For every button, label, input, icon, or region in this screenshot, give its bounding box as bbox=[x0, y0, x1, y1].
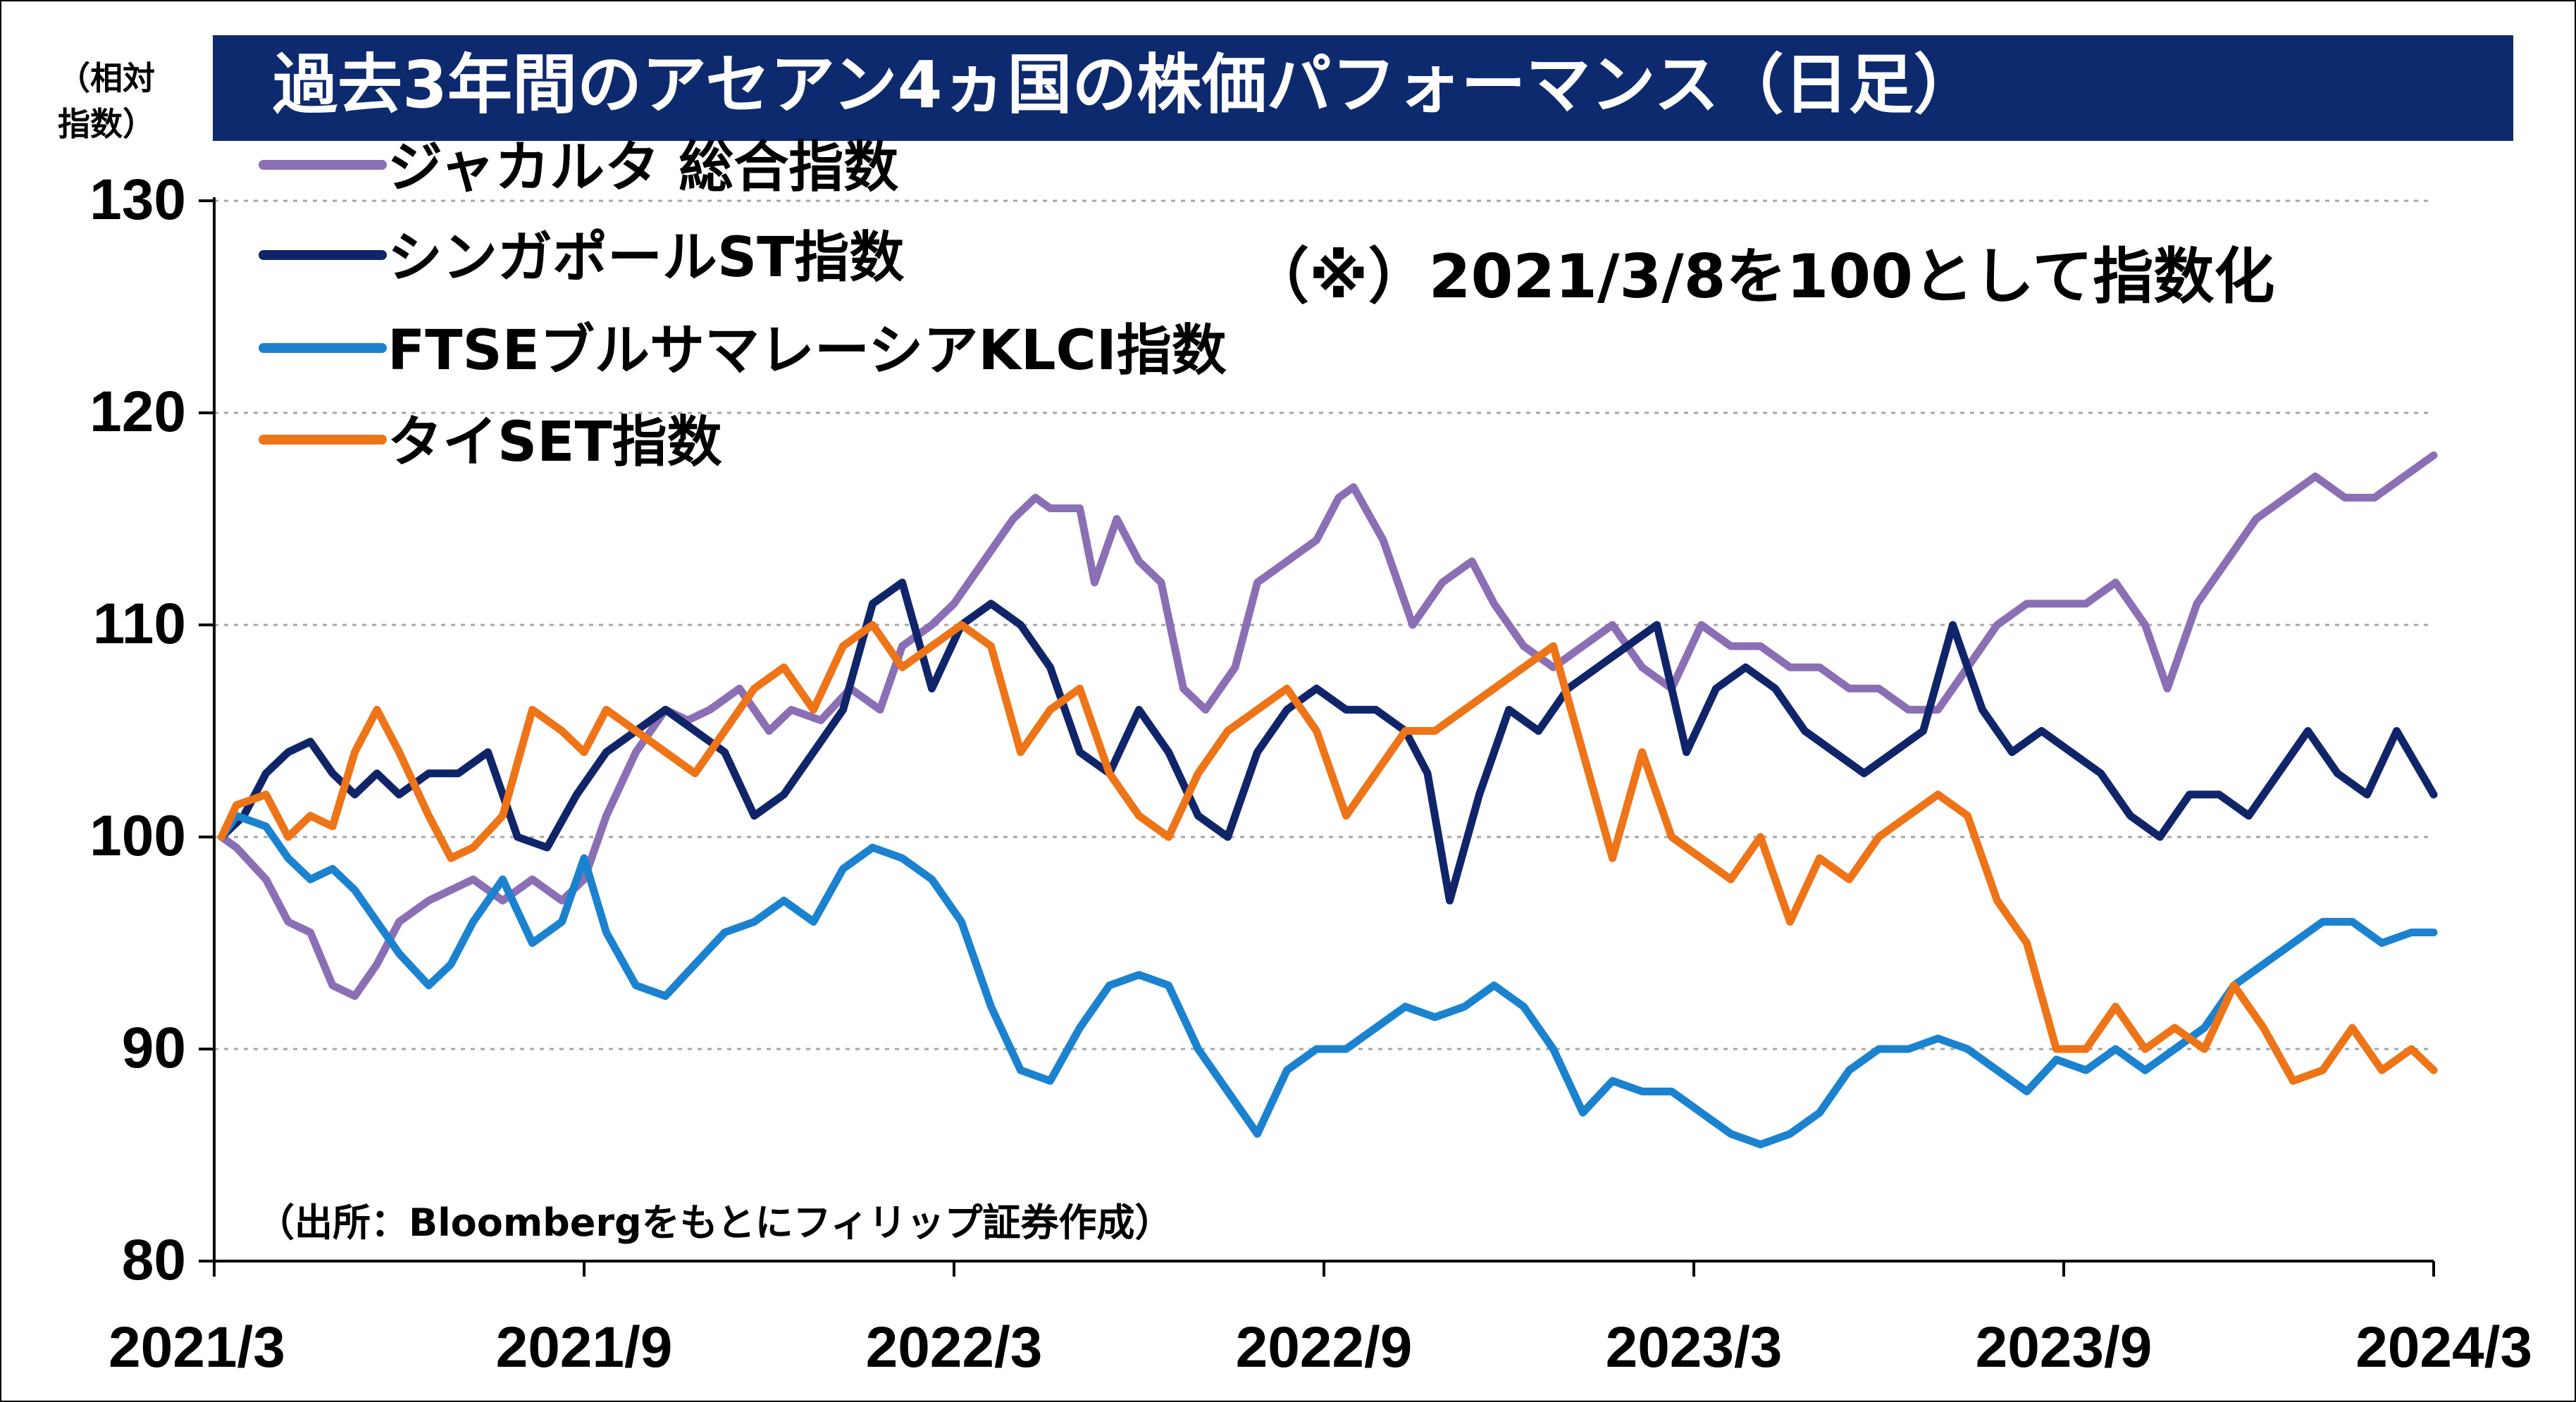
source-note: （出所：Bloombergをもとにフィリップ証券作成） bbox=[256, 1201, 1173, 1245]
series-line-2 bbox=[218, 812, 2438, 1148]
x-tick-label-2023/9: 2023/9 bbox=[1976, 1315, 2153, 1379]
y-tick-label-90: 90 bbox=[122, 1016, 186, 1080]
x-tick-label-2021/3: 2021/3 bbox=[109, 1315, 285, 1379]
y-tick-label-110: 110 bbox=[93, 592, 186, 656]
legend-label-0: ジャカルタ 総合指数 bbox=[388, 136, 898, 199]
series-line-0 bbox=[218, 451, 2438, 1000]
chart-title: 過去3年間のアセアン4ヵ国の株価パフォーマンス（日足） bbox=[273, 47, 1979, 123]
x-tick-label-2021/9: 2021/9 bbox=[496, 1315, 673, 1379]
y-tick-label-100: 100 bbox=[89, 804, 186, 868]
y-tick-label-80: 80 bbox=[122, 1228, 186, 1292]
axis-layer: 130 120 110 100 90 80 2021/3 2021/9 2022/3 2022/9… bbox=[89, 168, 2532, 1379]
y-unit-label-line2: 指数） bbox=[58, 105, 155, 143]
series-line-3 bbox=[218, 621, 2438, 1085]
series-layer bbox=[218, 451, 2438, 1148]
y-tick-label-120: 120 bbox=[89, 380, 186, 444]
series-line-1 bbox=[218, 578, 2438, 905]
legend-label-2: FTSEブルサマレーシアKLCI指数 bbox=[388, 319, 1227, 383]
x-tick-label-2023/3: 2023/3 bbox=[1606, 1315, 1783, 1379]
y-tick-label-130: 130 bbox=[89, 168, 186, 232]
index-note: （※）2021/3/8を100として指数化 bbox=[1249, 242, 2274, 312]
title-banner bbox=[213, 35, 2513, 141]
x-tick-label-2022/3: 2022/3 bbox=[866, 1315, 1043, 1379]
legend-label-1: シンガポールST指数 bbox=[388, 226, 904, 290]
legend-label-3: タイSET指数 bbox=[388, 411, 722, 474]
x-tick-label-2024/3: 2024/3 bbox=[2355, 1315, 2532, 1379]
x-tick-label-2022/9: 2022/9 bbox=[1236, 1315, 1413, 1379]
y-unit-label-line1: （相対 bbox=[58, 59, 155, 97]
